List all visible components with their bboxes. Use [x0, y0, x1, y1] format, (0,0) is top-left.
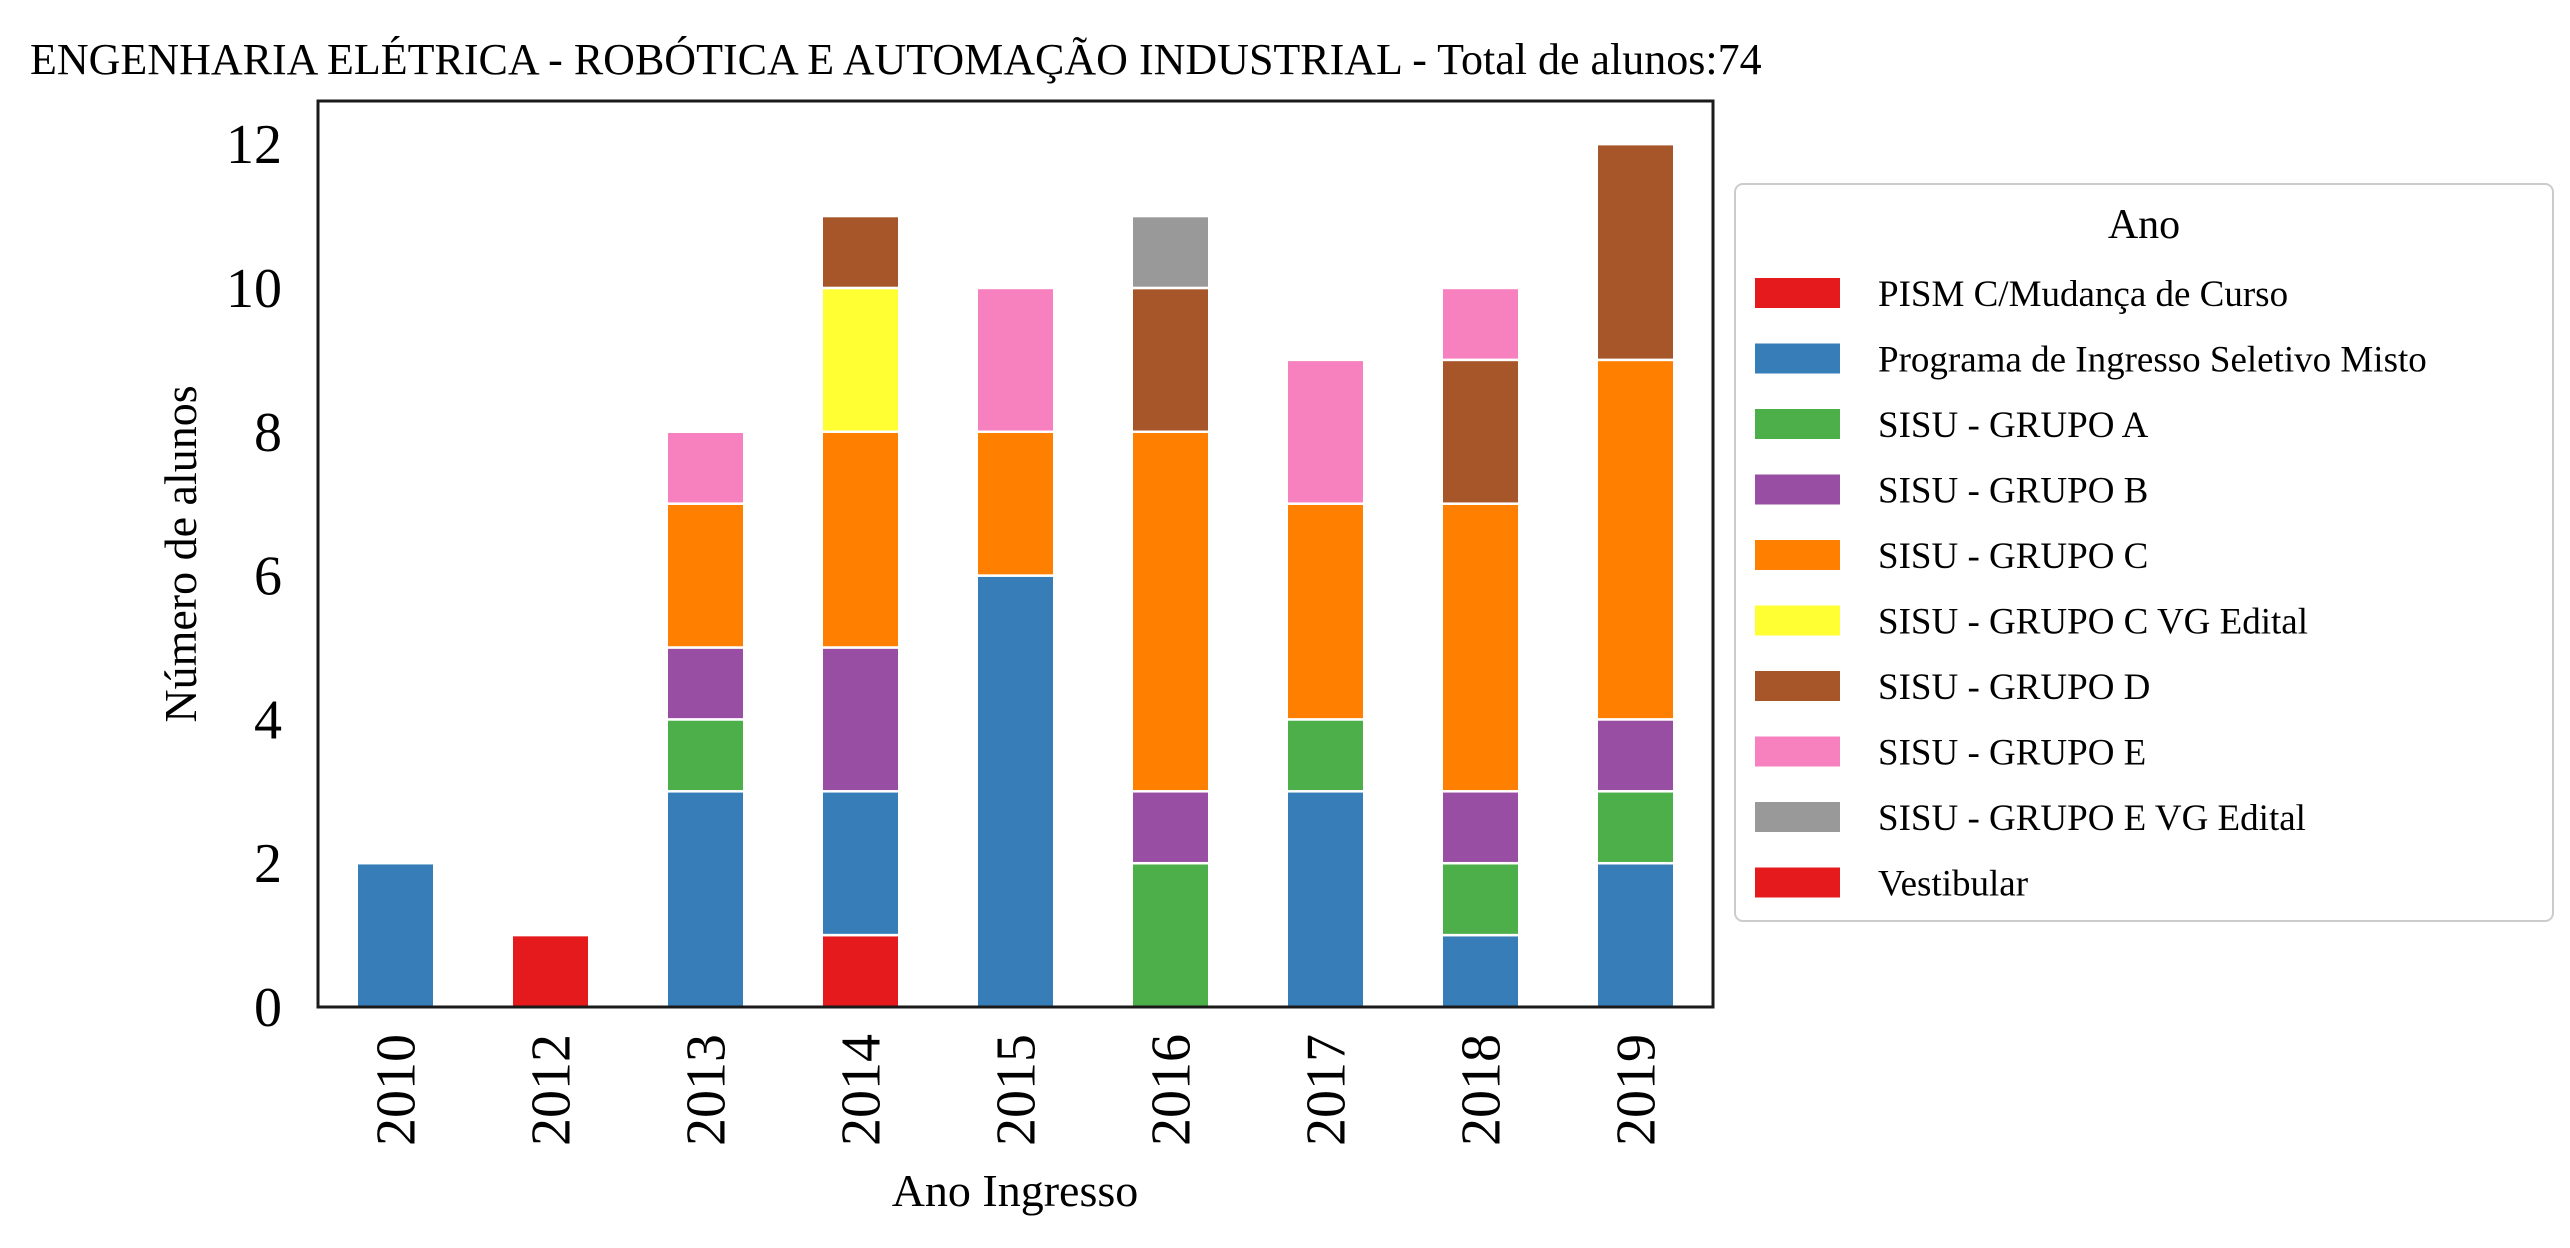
x-axis-label: Ano Ingresso [892, 1165, 1139, 1216]
legend-swatch [1755, 278, 1840, 308]
y-tick-label: 2 [254, 833, 282, 895]
y-tick-label: 10 [226, 258, 282, 320]
legend-swatch [1755, 409, 1840, 439]
plot-frame [316, 99, 1715, 1009]
bar-segment [1130, 790, 1211, 865]
legend-swatch [1755, 867, 1840, 898]
bar-segment [1595, 790, 1676, 865]
bar-segment [1285, 358, 1366, 505]
bar-segment [1285, 790, 1366, 1009]
x-tick-label: 2014 [831, 1034, 893, 1146]
y-tick-label: 8 [254, 402, 282, 464]
legend-swatch [1755, 736, 1840, 767]
legend-label: SISU - GRUPO D [1878, 667, 2150, 708]
legend-swatch [1755, 474, 1840, 505]
legend-swatch [1755, 343, 1840, 374]
legend-label: SISU - GRUPO A [1878, 405, 2149, 446]
x-tick-label: 2016 [1141, 1034, 1203, 1146]
bar-segment [510, 933, 591, 1009]
bar-segment [1285, 718, 1366, 793]
bar-segment [820, 214, 901, 290]
legend-title: Ano [2108, 202, 2180, 248]
legend: Ano PISM C/Mudança de Curso Programa de I… [1734, 183, 2554, 922]
y-tick-label: 6 [254, 546, 282, 608]
x-tick-label: 2013 [676, 1034, 738, 1146]
y-tick-label: 4 [254, 689, 282, 751]
legend-label: PISM C/Mudança de Curso [1878, 274, 2288, 315]
bar-segment [665, 502, 746, 649]
bar-segment [1285, 502, 1366, 721]
bar-segment [1130, 214, 1211, 290]
bar-segment [665, 646, 746, 721]
x-tick-label: 2015 [986, 1034, 1048, 1146]
bar-segment [1130, 286, 1211, 434]
x-tick-label: 2010 [366, 1034, 428, 1146]
legend-swatch [1755, 802, 1840, 832]
bar-segment [1440, 933, 1521, 1009]
legend-label: Programa de Ingresso Seletivo Misto [1878, 340, 2427, 381]
bars-layer [355, 142, 1676, 1009]
x-tick-labels: 2010 2012 2013 2014 2015 2016 2017 2018 2019 [366, 1034, 1668, 1146]
bar-segment [1130, 430, 1211, 793]
bar-segment [820, 430, 901, 649]
y-tick-labels: 0 2 4 6 8 10 12 [226, 114, 282, 1039]
bar-segment [1440, 286, 1521, 362]
bar-segment [665, 430, 746, 505]
legend-box [1734, 183, 2554, 922]
legend-label: SISU - GRUPO C [1878, 536, 2148, 577]
legend-swatch [1755, 540, 1840, 570]
bar-segment [1595, 861, 1676, 1009]
bar-segment [355, 861, 436, 1009]
bar-segment [665, 718, 746, 793]
bar-segment [1440, 861, 1521, 937]
x-tick-label: 2019 [1606, 1034, 1668, 1146]
legend-label: Vestibular [1878, 864, 2028, 905]
y-tick-label: 12 [226, 114, 282, 176]
bar-segment [1440, 358, 1521, 505]
bar-segment [820, 790, 901, 937]
bar-segment [820, 933, 901, 1009]
x-tick-label: 2018 [1451, 1034, 1513, 1146]
legend-swatch [1755, 671, 1840, 701]
bar-segment [1595, 142, 1676, 362]
bar-segment [1440, 790, 1521, 865]
legend-label: SISU - GRUPO B [1878, 471, 2148, 512]
legend-label: SISU - GRUPO C VG Edital [1878, 602, 2308, 643]
bar-segment [665, 790, 746, 1009]
bar-segment [975, 430, 1056, 577]
x-tick-label: 2012 [521, 1034, 583, 1146]
bar-segment [1595, 358, 1676, 721]
bar-segment [975, 286, 1056, 434]
bar-segment [1440, 502, 1521, 793]
x-tick-label: 2017 [1296, 1034, 1358, 1146]
bar-segment [1595, 718, 1676, 793]
bar-segment [1130, 861, 1211, 1009]
legend-swatch [1755, 605, 1840, 636]
bar-segment [820, 286, 901, 434]
y-axis-label: Número de alunos [155, 385, 206, 722]
legend-items: PISM C/Mudança de Curso Programa de Ingre… [1755, 274, 2427, 905]
bar-segment [975, 574, 1056, 1009]
bar-segment [820, 646, 901, 793]
y-tick-label: 0 [254, 977, 282, 1039]
legend-label: SISU - GRUPO E VG Edital [1878, 798, 2306, 839]
legend-label: SISU - GRUPO E [1878, 733, 2146, 774]
chart-title: ENGENHARIA ELÉTRICA - ROBÓTICA E AUTOMAÇ… [30, 35, 1762, 84]
